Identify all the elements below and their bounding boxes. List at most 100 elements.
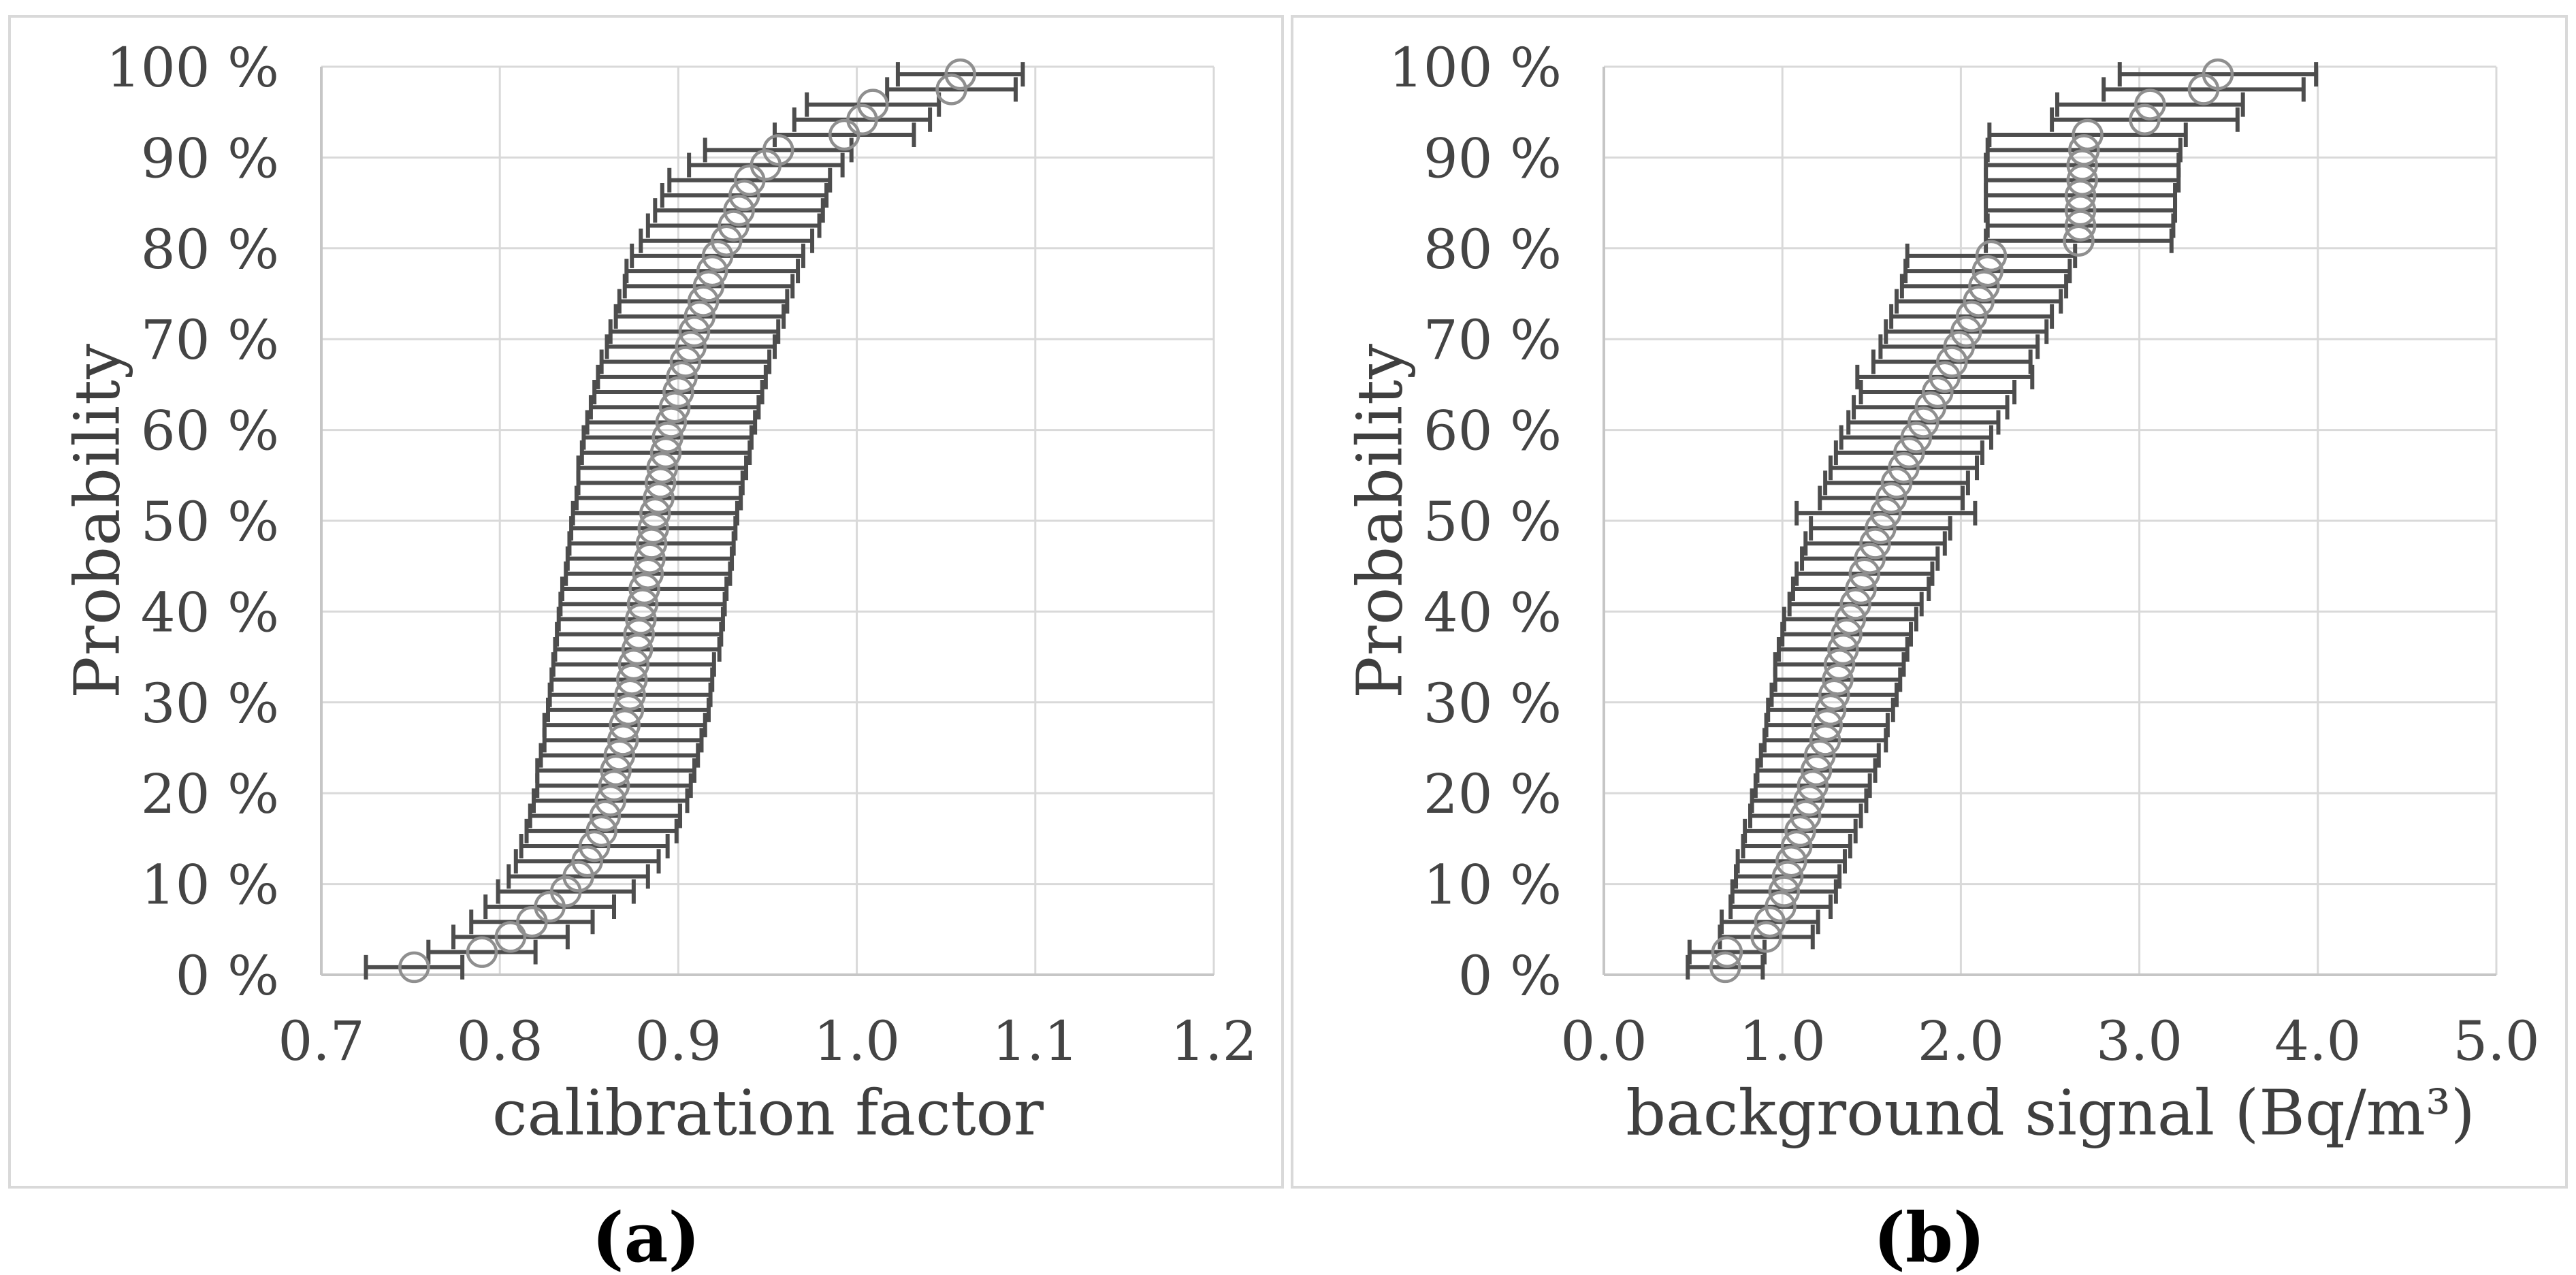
data-point-circle (2202, 58, 2234, 91)
y-axis-title-b: Probability (1343, 342, 1417, 699)
y-tick-label: 70 % (141, 308, 279, 372)
error-bar (2117, 62, 2319, 87)
error-bar (483, 894, 617, 919)
error-bar (1895, 289, 2063, 314)
data-point-circle (1893, 436, 1925, 469)
y-tick-label: 40 % (141, 581, 279, 644)
data-point-circle (1834, 603, 1867, 635)
data-point-circle (2066, 164, 2098, 196)
x-tick-label: 1.2 (1170, 1010, 1257, 1073)
error-bar (1839, 425, 1993, 450)
data-point-circle (1790, 800, 1822, 832)
data-point-circle (628, 572, 660, 605)
error-bar (1823, 470, 1970, 496)
data-point-circle (710, 225, 743, 257)
data-point-circle (658, 391, 691, 423)
data-point-circle (1875, 482, 1907, 514)
axis-lines (320, 67, 1214, 976)
data-point-circle (1888, 451, 1920, 484)
y-tick-label: 40 % (1423, 581, 1562, 644)
data-point-circle (728, 179, 760, 212)
data-point-circle (1865, 512, 1897, 545)
data-point-circle (623, 618, 655, 650)
error-bar (703, 138, 854, 163)
y-tick-label: 30 % (141, 672, 279, 735)
error-bar (1787, 592, 1924, 617)
data-point-circle (2063, 225, 2095, 257)
caption-a: (a) (592, 1197, 701, 1275)
data-point-circle (678, 315, 711, 348)
data-point-circle (466, 936, 498, 968)
data-point-circle (675, 331, 707, 363)
data-point-circle (944, 58, 976, 91)
data-point-circle (649, 436, 682, 469)
data-point-circle (1827, 633, 1859, 666)
x-tick-label: 0.8 (457, 1010, 543, 1073)
x-axis-title-a: calibration factor (492, 1076, 1044, 1150)
x-tick-label: 0.7 (278, 1010, 364, 1073)
data-point-circle (1963, 285, 1995, 317)
x-tick-label: 1.1 (992, 1010, 1078, 1073)
data-point-circle (1822, 664, 1854, 696)
error-bar (639, 228, 815, 253)
y-tick-label: 90 % (1423, 127, 1562, 190)
error-bar (451, 924, 570, 950)
caption-b: (b) (1873, 1197, 1986, 1275)
tick-labels: 0 % 10 % 20 % 30 % 40 % 50 % 60 % 70 % 80 % 90 % 1… (1389, 36, 2540, 1073)
error-bar (1803, 531, 1947, 556)
data-point-circle (398, 951, 430, 984)
data-point-circle (1845, 572, 1877, 605)
data-point-circle (1768, 875, 1801, 907)
data-point-circle (621, 633, 654, 666)
data-point-circle (617, 648, 650, 681)
data-point-circle (626, 588, 659, 620)
data-point-circle (600, 754, 632, 787)
error-bar (1878, 334, 2040, 359)
y-tick-label: 90 % (141, 127, 279, 190)
error-bar (1858, 379, 2017, 404)
y-tick-label: 50 % (1423, 490, 1562, 553)
error-bar (687, 152, 845, 178)
data-point-circle (614, 679, 646, 711)
data-point-circle (1955, 300, 1988, 333)
error-bar (426, 939, 538, 965)
x-tick-label: 0.9 (635, 1010, 722, 1073)
error-bar (645, 213, 822, 238)
error-bar (2102, 77, 2306, 102)
data-point-circle (1848, 558, 1881, 590)
data-point-circle (1750, 921, 1782, 953)
data-point-circle (578, 830, 611, 862)
data-point-circle (1809, 724, 1841, 756)
data-point-circle (643, 482, 675, 514)
data-point-circle (1814, 694, 1847, 726)
error-bar (519, 833, 670, 858)
data-point-circle (494, 921, 527, 953)
data-point-circle (1818, 679, 1850, 711)
data-point-circle (1950, 315, 1982, 348)
error-bar (1809, 516, 1952, 541)
y-tick-label: 50 % (141, 490, 279, 553)
error-bar (630, 243, 805, 268)
data-point-circle (1900, 421, 1933, 453)
data-point-circle (687, 285, 720, 317)
data-point-circle (615, 664, 648, 696)
data-point-circle (2129, 103, 2161, 136)
data-point-circle (571, 845, 603, 877)
y-tick-label: 70 % (1423, 308, 1562, 372)
error-bar (660, 183, 829, 208)
data-point-circle (701, 240, 734, 272)
data-point-circle (598, 769, 630, 802)
tick-labels: 0 % 10 % 20 % 30 % 40 % 50 % 60 % 70 % 80 % 90 % 1… (106, 36, 1257, 1073)
error-bar (792, 107, 933, 132)
data-point-circle (1797, 769, 1829, 802)
y-tick-label: 20 % (1423, 762, 1562, 826)
data-point-circle (594, 785, 627, 817)
data-point-circle (1775, 845, 1807, 877)
x-tick-label: 2.0 (1918, 1010, 2004, 1073)
error-bar (496, 879, 636, 904)
x-tick-label: 4.0 (2274, 1010, 2361, 1073)
x-tick-label: 3.0 (2096, 1010, 2183, 1073)
y-tick-label: 80 % (1423, 218, 1562, 281)
x-tick-label: 1.0 (814, 1010, 900, 1073)
data-point-circle (607, 724, 639, 756)
